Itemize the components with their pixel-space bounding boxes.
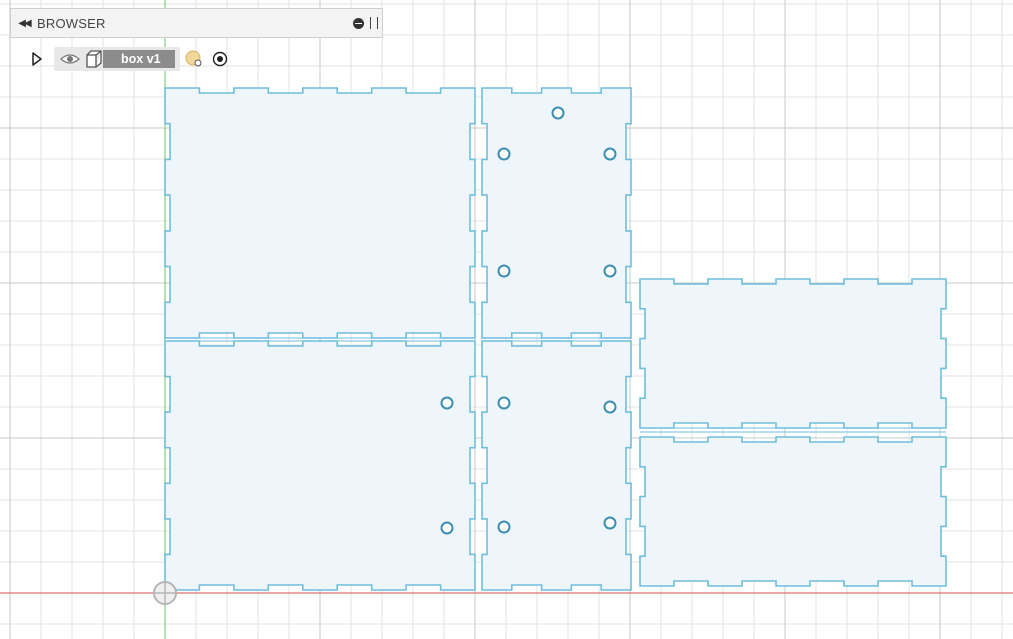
sketch-profiles xyxy=(164,87,947,591)
hole-circle xyxy=(440,521,454,535)
hole-circle xyxy=(603,264,617,278)
radio-target-icon[interactable] xyxy=(210,49,230,69)
hole-circle xyxy=(603,516,617,530)
panel-profile-4 xyxy=(481,340,632,591)
component-activate-icon[interactable] xyxy=(184,49,204,69)
hole-circle xyxy=(497,264,511,278)
browser-panel-header[interactable]: ◀◀ BROWSER xyxy=(10,8,383,38)
browser-tree-node[interactable]: box v1 xyxy=(28,46,230,72)
hole-circle xyxy=(440,396,454,410)
hole-circle xyxy=(497,396,511,410)
collapse-icon[interactable]: ◀◀ xyxy=(18,17,31,29)
panel-profile-1 xyxy=(164,87,476,339)
panel-profile-2 xyxy=(164,340,476,591)
hole-circle xyxy=(497,147,511,161)
hole-circle xyxy=(497,520,511,534)
pin-icon[interactable] xyxy=(370,17,378,29)
node-controls: box v1 xyxy=(54,47,180,71)
eye-icon[interactable] xyxy=(59,49,81,69)
panel-profile-5 xyxy=(639,278,947,429)
component-label[interactable]: box v1 xyxy=(103,50,175,68)
hole-circle xyxy=(551,106,565,120)
hole-circle xyxy=(603,147,617,161)
hole-circle xyxy=(603,400,617,414)
minus-icon[interactable] xyxy=(353,17,364,29)
browser-title: BROWSER xyxy=(37,15,106,31)
expand-arrow-icon[interactable] xyxy=(28,49,46,69)
origin-icon[interactable] xyxy=(153,581,177,605)
panel-profile-6 xyxy=(639,436,947,587)
panel-profile-3 xyxy=(481,87,632,339)
component-box-icon xyxy=(83,49,105,69)
sketch-holes xyxy=(440,106,617,535)
